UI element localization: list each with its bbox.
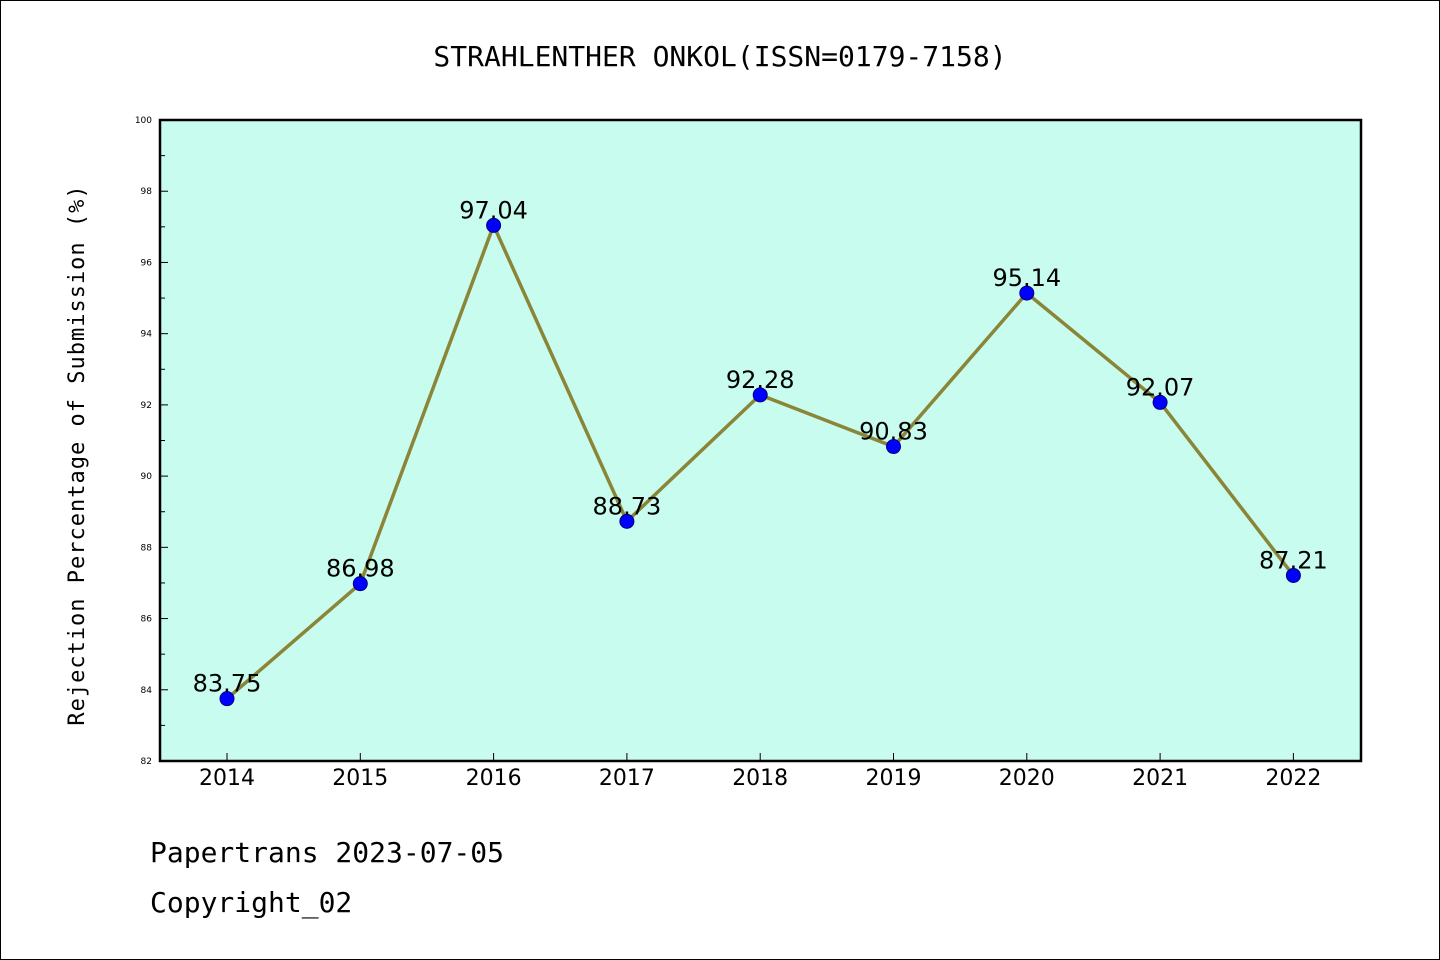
chart-title: STRAHLENTHER ONKOL(ISSN=0179-7158) xyxy=(433,40,1006,73)
x-tick-label: 2014 xyxy=(199,766,255,791)
data-label: 95.14 xyxy=(992,264,1061,292)
data-point xyxy=(352,576,368,592)
y-tick-label: 82 xyxy=(141,757,152,767)
data-label: 97.04 xyxy=(459,196,528,224)
data-point xyxy=(1152,394,1168,410)
y-tick-label: 84 xyxy=(141,686,153,696)
x-tick-label: 2020 xyxy=(999,766,1055,791)
data-point xyxy=(886,439,901,455)
data-label: 88.73 xyxy=(593,492,662,520)
data-point xyxy=(619,513,635,529)
data-label: 92.28 xyxy=(726,366,795,394)
data-label: 87.21 xyxy=(1259,546,1328,574)
y-tick-label: 100 xyxy=(135,116,152,126)
data-label: 90.83 xyxy=(859,418,928,446)
data-point xyxy=(752,387,768,403)
footer-date-line: Papertrans 2023-07-05 xyxy=(150,836,505,869)
data-label: 92.07 xyxy=(1126,373,1195,401)
x-tick-label: 2016 xyxy=(466,766,522,791)
y-tick-label: 86 xyxy=(141,615,153,625)
plot-frame xyxy=(158,118,1363,763)
data-point xyxy=(219,691,235,707)
y-tick-label: 98 xyxy=(141,187,153,197)
y-tick-label: 96 xyxy=(141,258,153,268)
data-point xyxy=(486,217,502,233)
y-tick-label: 94 xyxy=(141,330,153,340)
data-label: 83.75 xyxy=(193,670,262,698)
x-tick-label: 2019 xyxy=(866,766,922,791)
footer-copyright-line: Copyright_02 xyxy=(150,886,353,919)
data-point xyxy=(1285,567,1301,583)
data-label: 86.98 xyxy=(326,555,395,583)
y-tick-label: 92 xyxy=(141,401,152,411)
y-tick-label: 88 xyxy=(141,543,153,553)
x-tick-label: 2018 xyxy=(732,766,788,791)
data-point xyxy=(1019,285,1035,301)
plot-area: 82 84 86 88 90 92 94 96 98 100 2014 2015 2016 2017 201… xyxy=(135,116,1363,791)
x-tick-label: 2015 xyxy=(332,766,388,791)
y-tick-label: 90 xyxy=(141,472,153,482)
x-tick-label: 2021 xyxy=(1132,766,1188,791)
y-axis-label: Rejection Percentage of Submission (%) xyxy=(65,184,90,725)
x-tick-label: 2022 xyxy=(1265,766,1321,791)
x-tick-label: 2017 xyxy=(599,766,655,791)
